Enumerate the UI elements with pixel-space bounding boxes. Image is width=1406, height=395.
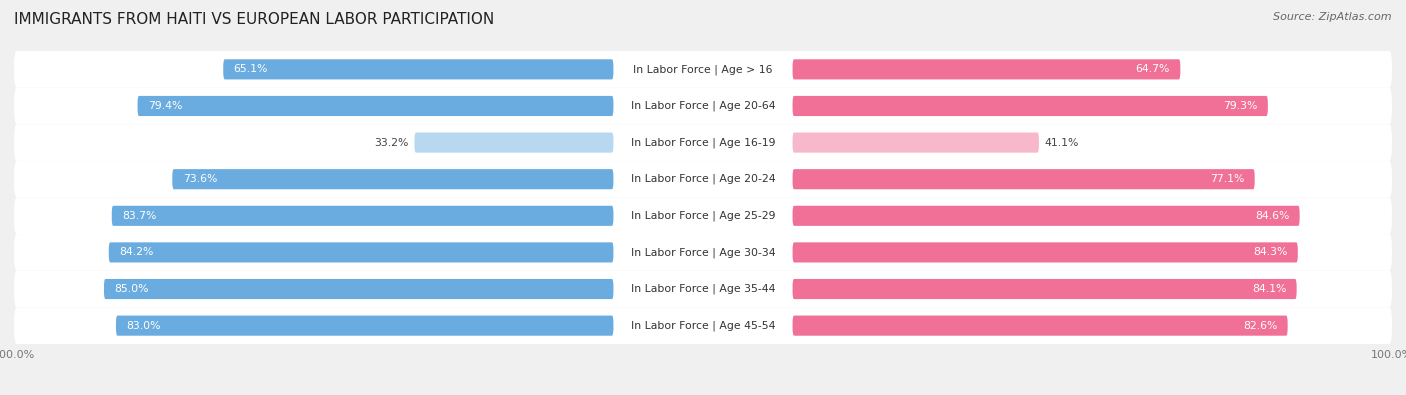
Text: In Labor Force | Age 35-44: In Labor Force | Age 35-44 xyxy=(631,284,775,294)
Text: In Labor Force | Age 16-19: In Labor Force | Age 16-19 xyxy=(631,137,775,148)
Text: 41.1%: 41.1% xyxy=(1045,137,1078,148)
Text: 73.6%: 73.6% xyxy=(183,174,217,184)
Text: In Labor Force | Age > 16: In Labor Force | Age > 16 xyxy=(633,64,773,75)
Text: 84.3%: 84.3% xyxy=(1253,247,1288,258)
Text: IMMIGRANTS FROM HAITI VS EUROPEAN LABOR PARTICIPATION: IMMIGRANTS FROM HAITI VS EUROPEAN LABOR … xyxy=(14,12,495,27)
Text: In Labor Force | Age 25-29: In Labor Force | Age 25-29 xyxy=(631,211,775,221)
Text: 85.0%: 85.0% xyxy=(114,284,149,294)
Text: In Labor Force | Age 20-24: In Labor Force | Age 20-24 xyxy=(631,174,775,184)
FancyBboxPatch shape xyxy=(173,169,613,189)
Text: 64.7%: 64.7% xyxy=(1136,64,1170,74)
FancyBboxPatch shape xyxy=(793,206,1299,226)
Text: 65.1%: 65.1% xyxy=(233,64,269,74)
FancyBboxPatch shape xyxy=(793,169,1254,189)
FancyBboxPatch shape xyxy=(14,271,1392,307)
Text: 77.1%: 77.1% xyxy=(1211,174,1244,184)
FancyBboxPatch shape xyxy=(793,279,1296,299)
Text: 33.2%: 33.2% xyxy=(374,137,409,148)
FancyBboxPatch shape xyxy=(14,88,1392,124)
FancyBboxPatch shape xyxy=(108,243,613,263)
FancyBboxPatch shape xyxy=(793,316,1288,336)
FancyBboxPatch shape xyxy=(793,59,1181,79)
FancyBboxPatch shape xyxy=(111,206,613,226)
Text: In Labor Force | Age 30-34: In Labor Force | Age 30-34 xyxy=(631,247,775,258)
FancyBboxPatch shape xyxy=(793,132,1039,152)
FancyBboxPatch shape xyxy=(224,59,613,79)
FancyBboxPatch shape xyxy=(14,307,1392,344)
FancyBboxPatch shape xyxy=(14,161,1392,198)
Text: 83.7%: 83.7% xyxy=(122,211,156,221)
Text: 79.3%: 79.3% xyxy=(1223,101,1257,111)
Text: 84.2%: 84.2% xyxy=(120,247,153,258)
FancyBboxPatch shape xyxy=(115,316,613,336)
Text: 83.0%: 83.0% xyxy=(127,321,160,331)
Text: 82.6%: 82.6% xyxy=(1243,321,1277,331)
FancyBboxPatch shape xyxy=(14,124,1392,161)
Text: In Labor Force | Age 20-64: In Labor Force | Age 20-64 xyxy=(631,101,775,111)
FancyBboxPatch shape xyxy=(14,234,1392,271)
FancyBboxPatch shape xyxy=(104,279,613,299)
FancyBboxPatch shape xyxy=(138,96,613,116)
Text: 84.6%: 84.6% xyxy=(1256,211,1289,221)
Text: 79.4%: 79.4% xyxy=(148,101,183,111)
Text: In Labor Force | Age 45-54: In Labor Force | Age 45-54 xyxy=(631,320,775,331)
FancyBboxPatch shape xyxy=(415,132,613,152)
Text: Source: ZipAtlas.com: Source: ZipAtlas.com xyxy=(1274,12,1392,22)
FancyBboxPatch shape xyxy=(14,198,1392,234)
Text: 84.1%: 84.1% xyxy=(1251,284,1286,294)
FancyBboxPatch shape xyxy=(14,51,1392,88)
FancyBboxPatch shape xyxy=(793,243,1298,263)
FancyBboxPatch shape xyxy=(793,96,1268,116)
